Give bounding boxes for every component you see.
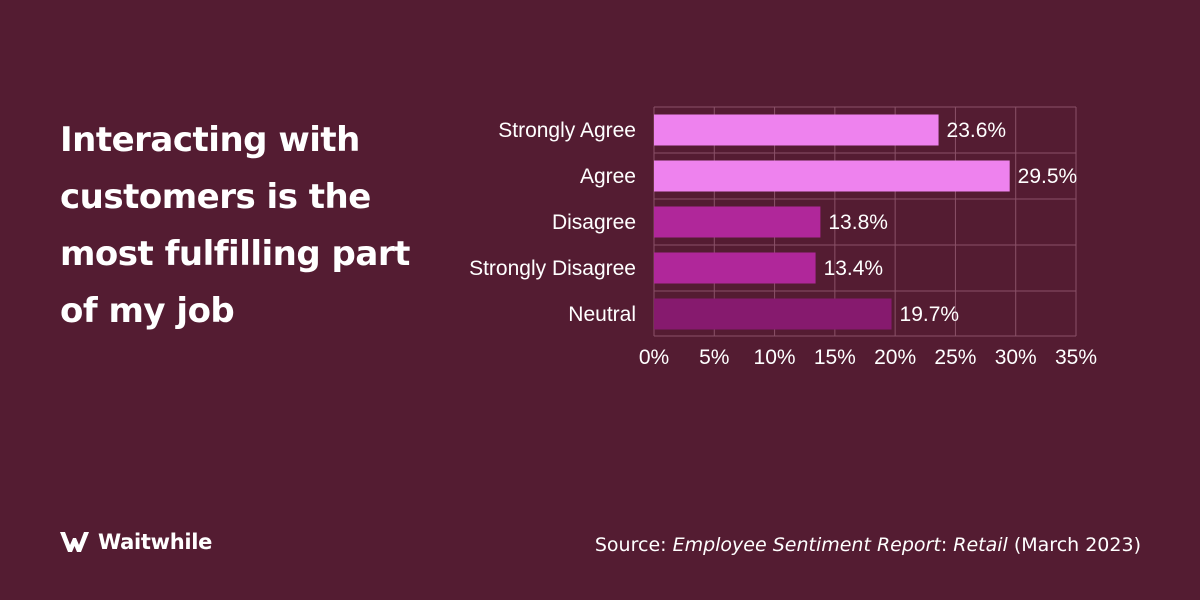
bar bbox=[654, 298, 892, 330]
bar bbox=[654, 206, 821, 238]
bar bbox=[654, 114, 939, 146]
source-subtitle: Retail bbox=[953, 534, 1008, 556]
category-label: Strongly Disagree bbox=[469, 257, 636, 280]
source-citation: Source: Employee Sentiment Report: Retai… bbox=[595, 534, 1141, 556]
source-date: (March 2023) bbox=[1007, 534, 1141, 556]
waitwhile-logo-icon bbox=[60, 532, 89, 552]
x-tick-label: 10% bbox=[754, 346, 796, 369]
x-tick-label: 20% bbox=[874, 346, 916, 369]
brand-logo: Waitwhile bbox=[60, 530, 212, 554]
category-label: Agree bbox=[580, 165, 636, 188]
source-colon: : bbox=[940, 534, 948, 556]
x-tick-label: 5% bbox=[699, 346, 729, 369]
source-prefix: Source: bbox=[594, 534, 673, 556]
headline: Interacting with customers is the most f… bbox=[60, 120, 410, 331]
data-label: 23.6% bbox=[947, 119, 1007, 142]
data-label: 19.7% bbox=[900, 303, 960, 326]
bar bbox=[654, 160, 1010, 192]
data-label: 13.4% bbox=[824, 257, 884, 280]
x-tick-label: 25% bbox=[934, 346, 976, 369]
x-tick-label: 30% bbox=[995, 346, 1037, 369]
brand-name: Waitwhile bbox=[98, 530, 213, 554]
source-title: Employee Sentiment Report bbox=[672, 534, 941, 556]
bar-chart: 0% 5% 10% 15% 20% 25% 30% 35% Strongly Agree 23.6… bbox=[469, 106, 1097, 369]
data-label: 13.8% bbox=[828, 211, 888, 234]
bar bbox=[654, 252, 816, 284]
category-label: Neutral bbox=[568, 303, 636, 326]
category-label: Strongly Agree bbox=[498, 119, 636, 142]
data-label: 29.5% bbox=[1018, 165, 1078, 188]
x-tick-label: 0% bbox=[639, 346, 669, 369]
x-tick-label: 15% bbox=[814, 346, 856, 369]
x-tick-label: 35% bbox=[1055, 346, 1097, 369]
category-label: Disagree bbox=[552, 211, 636, 234]
